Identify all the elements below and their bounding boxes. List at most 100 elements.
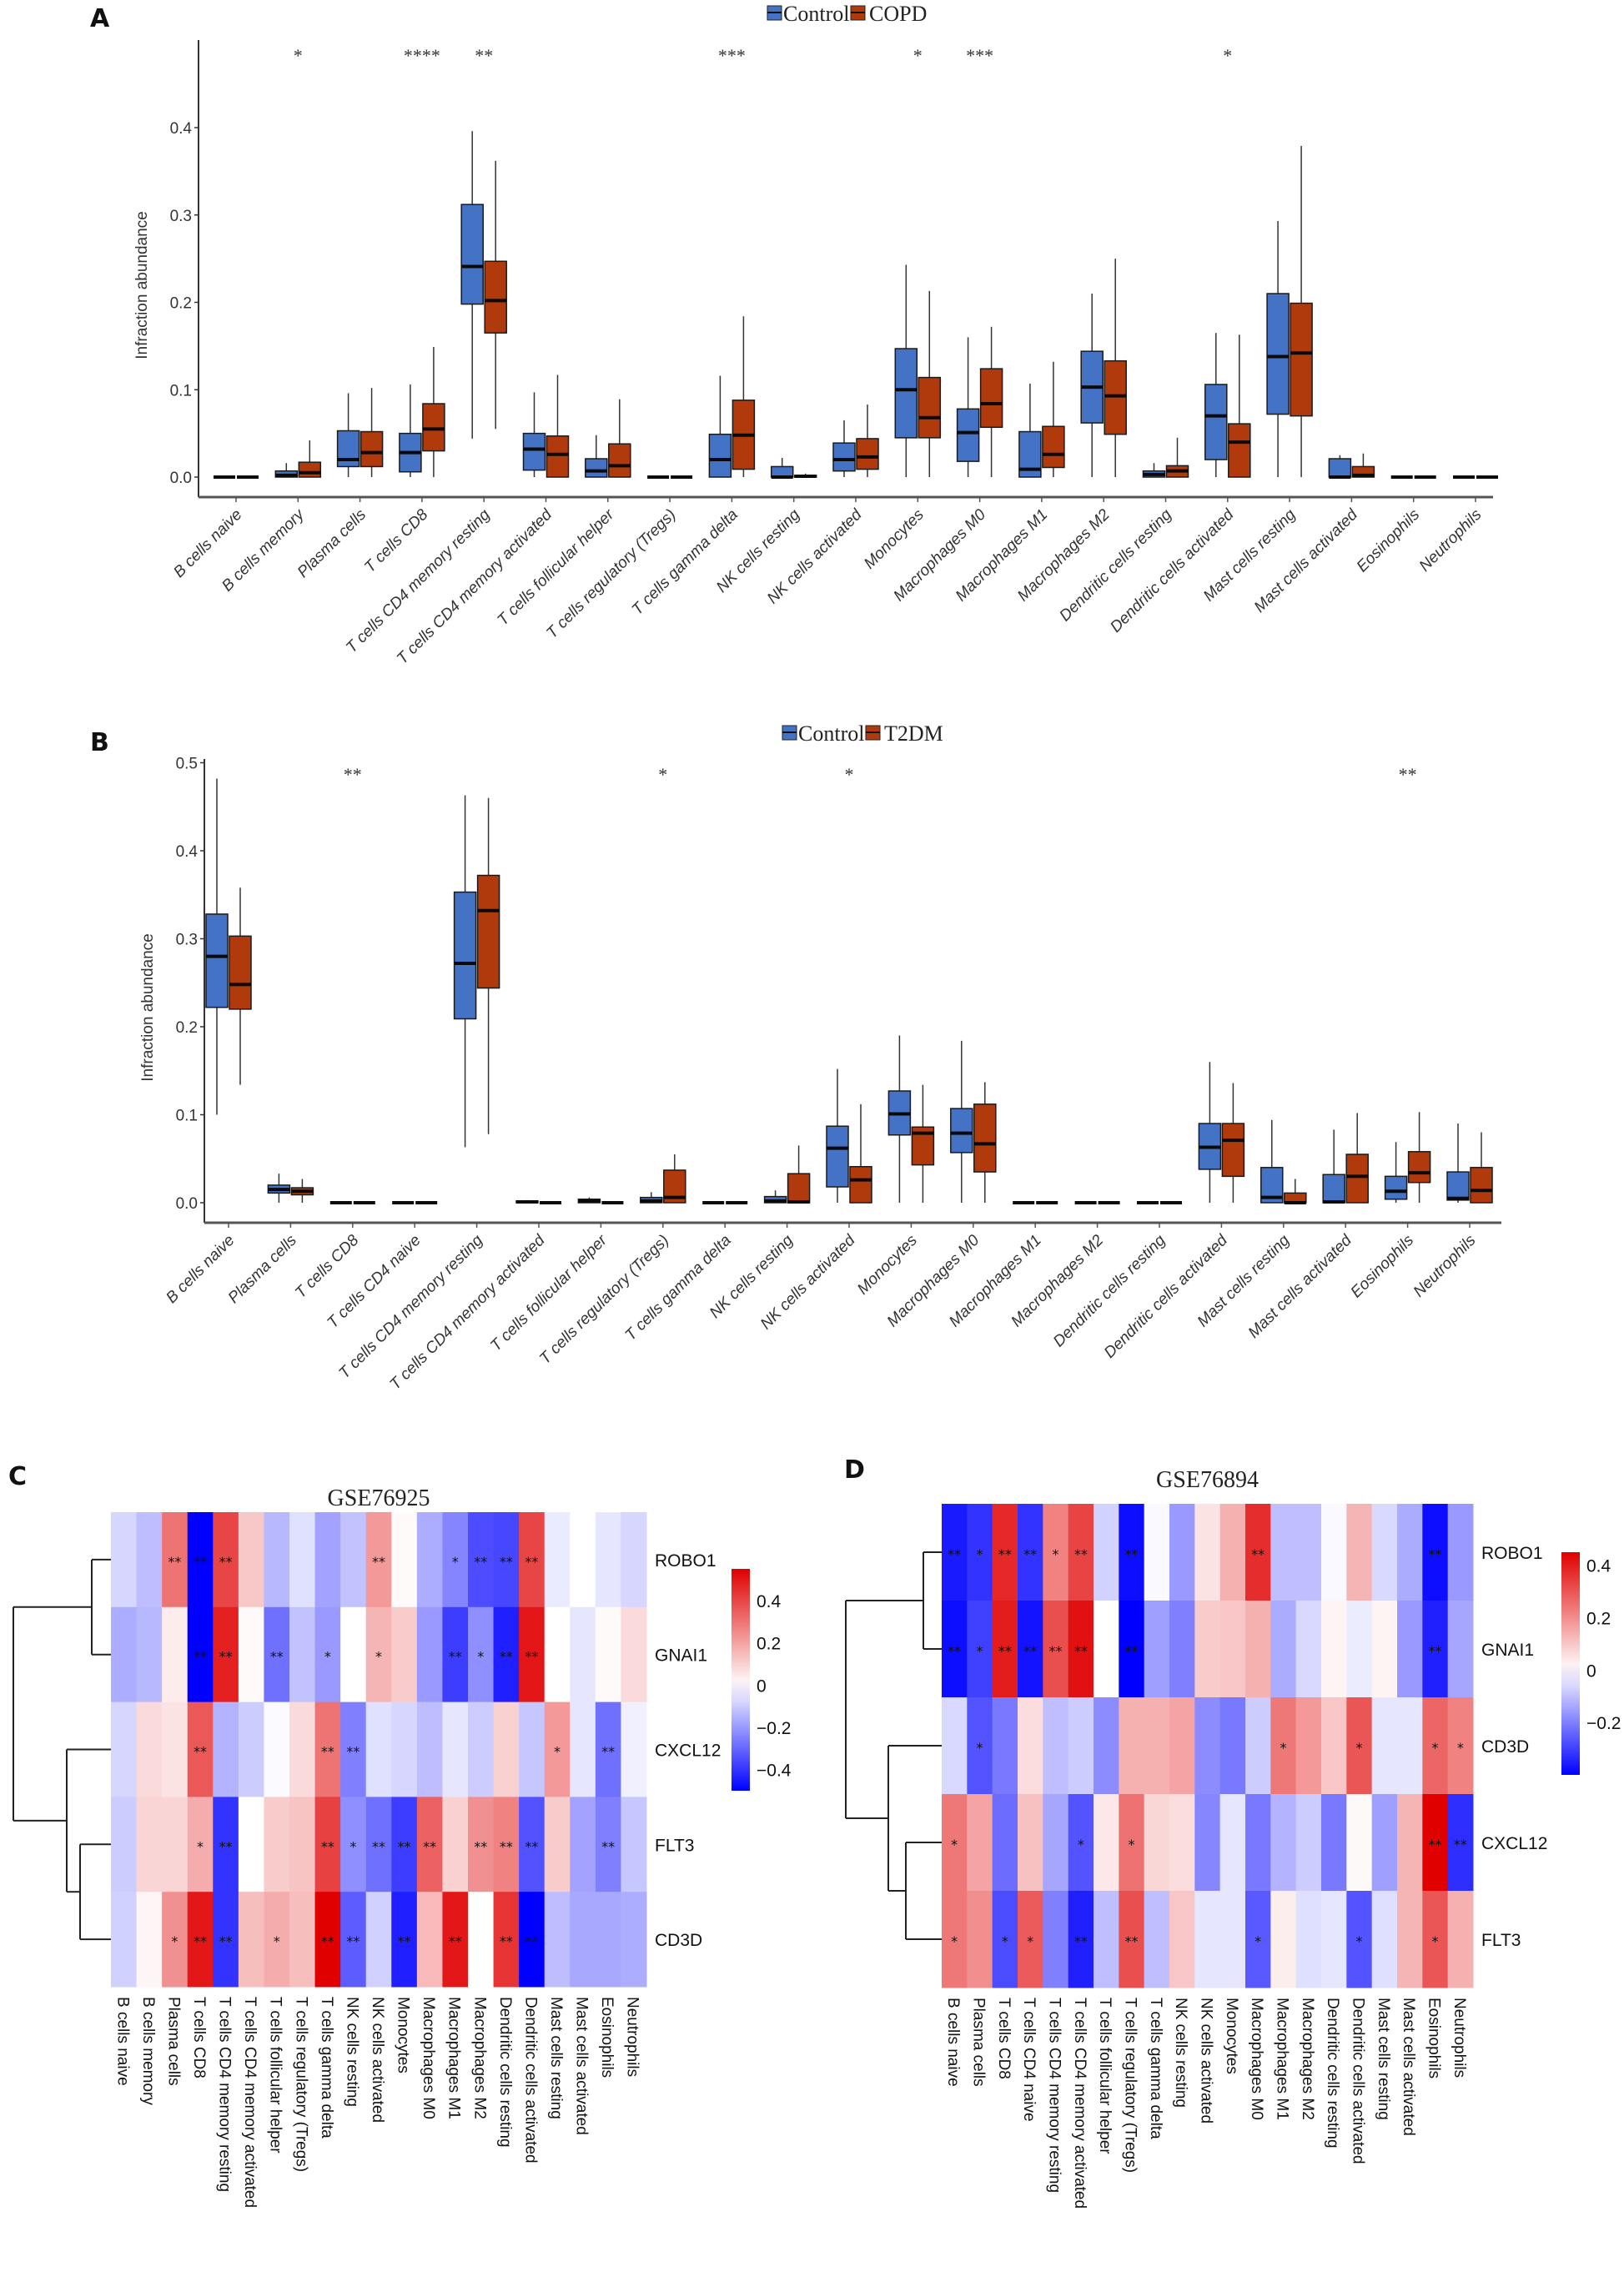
colorbar-label: 0.4 [1586,1557,1611,1576]
heatmap-cell [967,1601,993,1698]
heatmap-cell [238,1892,264,1988]
heatmap-cell [1119,1794,1145,1892]
significance-marker: * [951,1837,958,1852]
significance-marker: * [1223,45,1232,66]
heatmap-cell [1422,1504,1449,1601]
significance-marker: ** [346,1744,359,1760]
heatmap-cell [1119,1601,1145,1698]
heatmap-cell [391,1892,418,1988]
heatmap-cell [365,1606,392,1703]
heatmap-cell [1219,1697,1246,1795]
y-axis-title: Infraction abundance [133,211,151,359]
heatmap-cell [314,1701,341,1797]
heatmap-cell [391,1797,418,1892]
significance-marker: * [1129,1837,1135,1852]
heatmap-cell [1371,1794,1398,1892]
column-label: Mast cells resting [547,1997,565,2119]
heatmap-cell [1094,1504,1119,1601]
box-t2dm [476,874,500,989]
colorbar-label: 0.4 [757,1592,782,1611]
box-t2dm [787,1173,811,1204]
x-tick-label: Dendritic cells activated [1101,1231,1232,1362]
heatmap-cell [1144,1891,1170,1988]
heatmap-cell [289,1892,316,1988]
significance-marker: ** [321,1933,334,1949]
heatmap-cell [365,1892,392,1988]
significance-marker: ** [1023,1643,1037,1659]
heatmap-cell [314,1797,341,1892]
heatmap-cell [967,1794,993,1892]
heatmap-cell [992,1504,1018,1601]
heatmap-cell [340,1797,367,1892]
box-control [1322,1174,1345,1204]
heatmap-cell [519,1606,546,1703]
heatmap-cell [1270,1697,1297,1795]
y-tick-label: 0.5 [176,756,198,773]
heatmap-cell [111,1701,138,1797]
significance-marker: ** [1454,1837,1467,1852]
heatmap-cell [1447,1891,1474,1988]
heatmap-cell [1371,1697,1398,1795]
heatmap-cell [493,1512,520,1608]
x-tick-label: T cells regulatory (Tregs) [543,506,679,642]
heatmap-cell [1371,1601,1398,1698]
box-t2dm [1221,1123,1245,1178]
heatmap-cell [340,1892,367,1988]
box-copd [608,443,631,478]
significance-marker: ** [1074,1933,1088,1949]
row-label: ROBO1 [1481,1544,1543,1563]
column-label: B cells naive [113,1997,131,2086]
heatmap-cell [1043,1794,1069,1892]
heatmap-cell [111,1606,138,1703]
row-label: CD3D [655,1931,702,1950]
heatmap-cell [264,1797,290,1892]
significance-marker: * [1356,1740,1363,1756]
heatmap-cell [213,1701,239,1797]
heatmap-cell [1346,1504,1373,1601]
heatmap-cell [1321,1601,1347,1698]
significance-marker: ** [474,1838,487,1854]
heatmap-cell [162,1892,189,1988]
heatmap-cell [1321,1504,1347,1601]
x-tick-label: Mast cells activated [1245,1231,1356,1342]
legend-label-disease: T2DM [884,721,943,746]
heatmap-cell [1295,1601,1322,1698]
heatmap-cell [1245,1794,1271,1892]
column-label: T cells CD4 memory activated [1071,1998,1089,2209]
colorbar-label: 0.2 [1586,1610,1611,1629]
significance-marker: ** [525,1838,538,1854]
significance-marker: ** [194,1744,207,1760]
box-control [1266,293,1290,415]
row-label: CXCL12 [1481,1834,1547,1853]
column-label: T cells regulatory (Tregs) [1122,1998,1139,2173]
box-control [453,891,477,1020]
heatmap-cell [416,1797,443,1892]
significance-marker: ** [948,1643,961,1659]
box-copd [856,438,879,470]
heatmap-cell [1094,1891,1119,1988]
column-label: Macrophages M0 [420,1997,437,2119]
column-label: Dendritic cells resting [1324,1998,1341,2149]
heatmap-cell [1018,1697,1043,1795]
box-t2dm [973,1103,997,1173]
significance-marker: * [554,1744,561,1760]
box-control [832,442,856,472]
significance-marker: * [1280,1740,1287,1756]
row-label: FLT3 [1481,1931,1521,1950]
heatmap-cell [1169,1504,1195,1601]
significance-marker: * [349,1838,356,1854]
heatmap-cell [1018,1891,1043,1988]
significance-marker: ** [1429,1643,1442,1659]
heatmap-cell [1397,1601,1423,1698]
box-control [894,348,918,439]
column-label: Macrophages M1 [445,1997,463,2119]
heatmap-cell [493,1606,520,1703]
significance-marker: * [913,45,923,66]
heatmap-cell [442,1701,469,1797]
heatmap-cell [1144,1697,1170,1795]
heatmap-cell [1422,1601,1449,1698]
significance-marker: ** [423,1838,436,1854]
y-tick-label: 0.0 [170,470,192,487]
heatmap-cell [1270,1504,1297,1601]
box-copd [979,368,1003,429]
